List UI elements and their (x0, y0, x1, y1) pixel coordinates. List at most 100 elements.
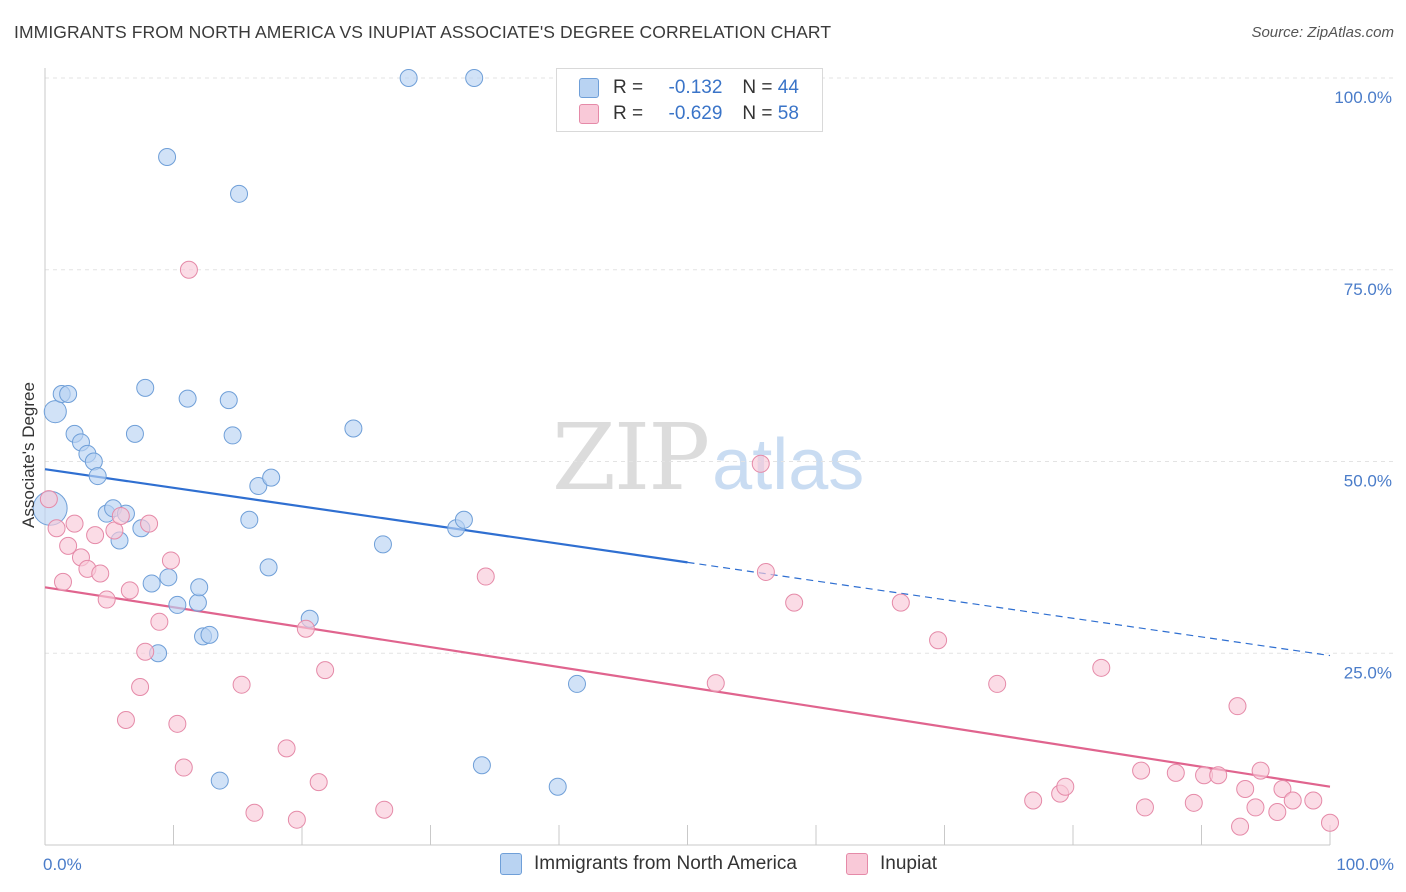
legend-swatch-pink (579, 104, 599, 124)
point-inupiat (476, 567, 495, 586)
trend-line-inupiat (44, 586, 1331, 788)
point-inupiat (296, 619, 315, 638)
point-immigrants (142, 574, 161, 593)
point-inupiat (1092, 658, 1111, 677)
point-inupiat (65, 514, 84, 533)
trend-line-immigrants-extrapolated (687, 561, 1331, 657)
point-immigrants (125, 424, 144, 443)
point-inupiat (161, 551, 180, 570)
legend-label-inupiat: Inupiat (880, 853, 938, 874)
point-immigrants (240, 510, 259, 529)
point-inupiat (287, 810, 306, 829)
point-inupiat (706, 674, 725, 693)
tick-labels: 25.0% 50.0% 75.0% 100.0% 0.0% 100.0% (43, 88, 1394, 874)
point-inupiat (174, 758, 193, 777)
point-immigrants (223, 426, 242, 445)
y-tick-label: 100.0% (1334, 88, 1392, 107)
point-inupiat (53, 572, 72, 591)
point-inupiat (988, 674, 1007, 693)
point-inupiat (316, 661, 335, 680)
point-inupiat (232, 675, 251, 694)
gridlines (45, 77, 1394, 654)
point-immigrants (168, 595, 187, 614)
point-inupiat (1283, 791, 1302, 810)
point-immigrants (136, 378, 155, 397)
point-inupiat (1321, 813, 1339, 832)
legend-label-immigrants: Immigrants from North America (534, 853, 797, 874)
legend-item-immigrants: Immigrants from North America (500, 851, 797, 877)
point-inupiat (1135, 798, 1154, 817)
point-immigrants (472, 756, 491, 775)
legend-r-label: R = (613, 103, 644, 124)
point-inupiat (86, 526, 105, 545)
point-immigrants (344, 419, 363, 438)
legend-r-value-blue: -0.132 (668, 77, 723, 98)
x-tick-label-min: 0.0% (43, 855, 82, 874)
point-inupiat (91, 564, 110, 583)
point-immigrants (259, 558, 278, 577)
point-inupiat (929, 631, 948, 650)
point-immigrants (548, 777, 567, 796)
point-inupiat (1231, 817, 1250, 836)
point-inupiat (136, 642, 155, 661)
point-inupiat (120, 581, 139, 600)
legend-n-label: N = (742, 103, 773, 124)
point-inupiat (1209, 766, 1228, 785)
point-inupiat (756, 562, 775, 581)
point-inupiat (751, 454, 770, 473)
point-inupiat (1166, 763, 1185, 782)
legend-swatch-blue (579, 78, 599, 98)
legend-r-label: R = (613, 77, 644, 98)
watermark-zip: ZIP (552, 404, 710, 511)
legend-n-value-blue: 44 (777, 77, 799, 98)
point-immigrants (262, 468, 281, 487)
point-inupiat (168, 714, 187, 733)
point-immigrants (465, 69, 484, 87)
series-immigrants-points (32, 69, 586, 796)
point-inupiat (1056, 777, 1075, 796)
point-inupiat (891, 593, 910, 612)
point-immigrants (230, 184, 249, 203)
legend-row-inupiat: R = -0.629 N = 58 (579, 103, 799, 125)
watermark: ZIPatlas (552, 404, 864, 511)
point-inupiat (97, 590, 116, 609)
point-inupiat (1304, 791, 1323, 810)
point-inupiat (1268, 803, 1287, 822)
point-inupiat (245, 803, 264, 822)
point-inupiat (1246, 798, 1265, 817)
trend-line-immigrants (44, 468, 688, 564)
point-inupiat (1273, 780, 1292, 799)
watermark-atlas: atlas (712, 425, 865, 505)
point-inupiat (116, 710, 135, 729)
point-inupiat (785, 593, 804, 612)
point-immigrants (567, 674, 586, 693)
y-tick-label: 50.0% (1344, 472, 1392, 491)
legend-row-immigrants: R = -0.132 N = 44 (579, 77, 799, 99)
point-inupiat (39, 490, 58, 509)
point-immigrants (373, 535, 392, 554)
source-credit: Source: ZipAtlas.com (1251, 24, 1394, 41)
point-immigrants (188, 593, 207, 612)
point-immigrants (158, 148, 177, 167)
legend-r-value-pink: -0.629 (668, 103, 723, 124)
point-inupiat (1132, 761, 1151, 780)
point-immigrants (43, 400, 67, 424)
point-immigrants (159, 568, 178, 587)
chart-title: IMMIGRANTS FROM NORTH AMERICA VS INUPIAT… (14, 22, 832, 42)
point-inupiat (1236, 780, 1255, 799)
point-inupiat (277, 739, 296, 758)
point-immigrants (200, 625, 219, 644)
point-inupiat (140, 514, 159, 533)
series-inupiat-points (39, 260, 1339, 836)
point-immigrants (454, 510, 473, 529)
point-inupiat (1251, 761, 1270, 780)
axes (44, 68, 1331, 846)
point-inupiat (375, 800, 394, 819)
point-inupiat (59, 536, 78, 555)
point-immigrants (399, 69, 418, 87)
point-inupiat (150, 612, 169, 631)
point-inupiat (1228, 697, 1247, 716)
y-tick-label: 75.0% (1344, 280, 1392, 299)
legend-swatch-blue (500, 853, 522, 875)
